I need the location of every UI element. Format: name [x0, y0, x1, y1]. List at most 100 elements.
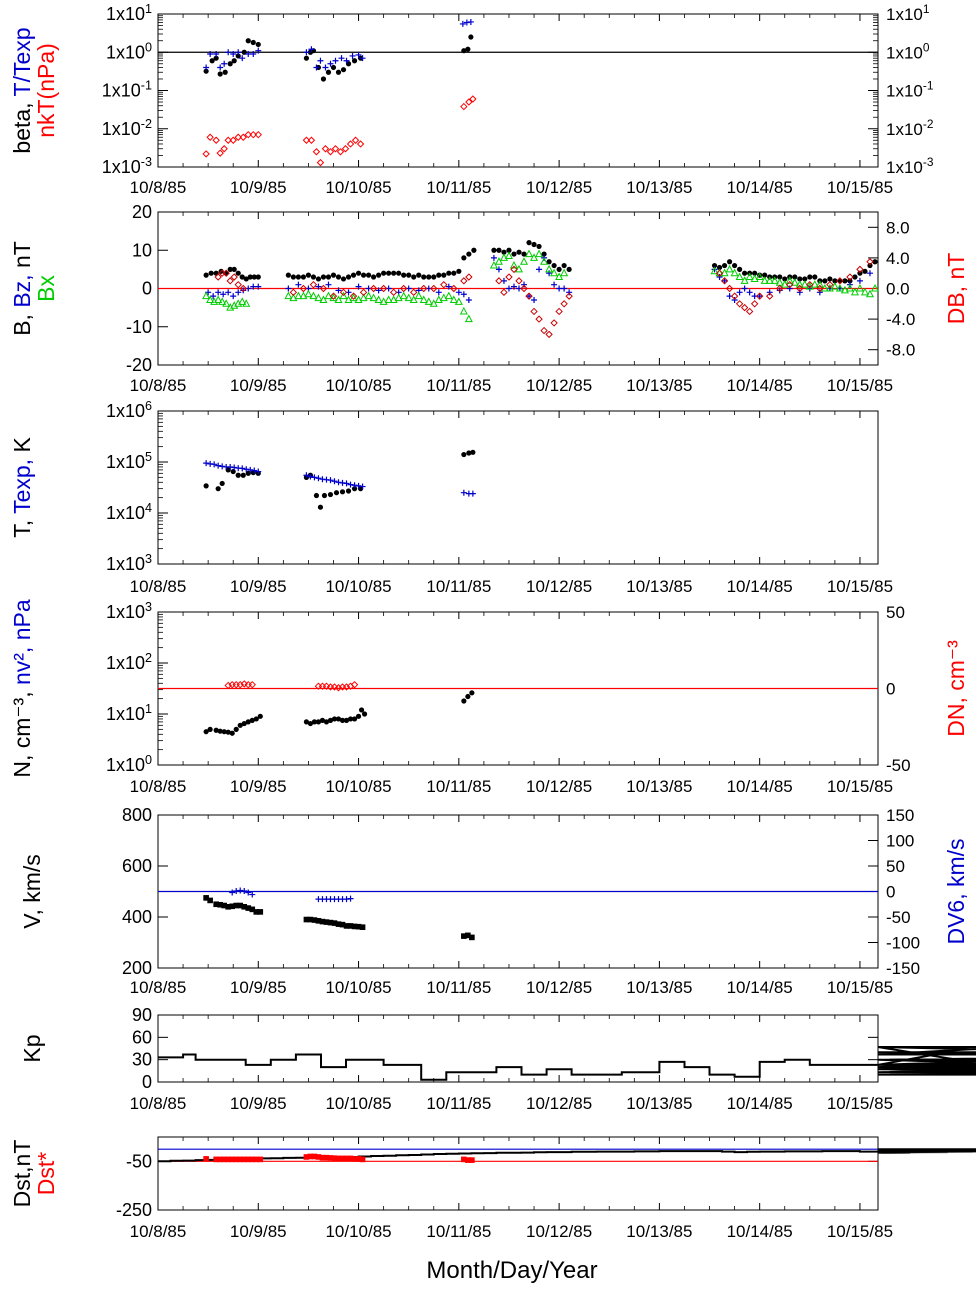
data-point [752, 270, 758, 276]
data-point [327, 717, 334, 723]
data-point [351, 58, 358, 64]
data-point [347, 923, 354, 929]
data-point [213, 270, 219, 276]
data-point [465, 693, 471, 700]
data-point [255, 283, 262, 290]
data-point [807, 274, 813, 280]
data-point [233, 902, 240, 909]
y-axis-label: beta, T/Texp [9, 27, 35, 153]
x-tick-label: 10/8/85 [130, 978, 187, 997]
data-point [389, 295, 398, 303]
data-point [740, 276, 749, 284]
data-point [327, 1155, 334, 1161]
x-tick-label: 10/10/85 [325, 577, 391, 596]
y-tick-label-right: 0 [886, 680, 895, 699]
data-point [203, 1156, 209, 1162]
data-point [317, 57, 324, 64]
data-point [303, 49, 310, 56]
data-point [566, 289, 573, 296]
data-point [536, 243, 542, 250]
data-point [319, 717, 326, 723]
data-point [750, 300, 759, 308]
data-point [782, 276, 788, 282]
x-tick-label: 10/8/85 [130, 1094, 187, 1113]
data-point [827, 276, 833, 282]
data-point [471, 247, 477, 253]
x-tick-label: 10/14/85 [727, 376, 793, 395]
y-tick-label: 1x102 [106, 651, 152, 673]
data-point [250, 283, 257, 290]
data-point [222, 269, 230, 277]
data-point [456, 268, 462, 274]
data-point [309, 291, 318, 300]
data-point [239, 133, 247, 141]
data-point [870, 283, 880, 292]
data-point [325, 281, 332, 288]
data-point [355, 51, 362, 58]
data-point [374, 295, 383, 303]
data-point [329, 292, 338, 300]
y-tick-label-right: 150 [886, 806, 914, 825]
y-tick-label-right: 50 [886, 857, 905, 876]
data-point [217, 64, 224, 71]
data-point [795, 280, 804, 288]
data-point [740, 303, 749, 312]
data-point [358, 707, 365, 713]
data-point [469, 690, 475, 696]
y-tick-label-right: 8.0 [886, 218, 910, 237]
x-tick-label: 10/11/85 [426, 577, 491, 596]
data-point [213, 51, 220, 58]
data-point [302, 136, 311, 144]
data-point [510, 265, 518, 274]
data-point [311, 1153, 318, 1160]
x-tick-label: 10/15/85 [827, 777, 893, 796]
data-point [381, 270, 387, 276]
x-tick-label: 10/14/85 [727, 1094, 793, 1113]
data-point [222, 299, 231, 307]
x-tick-label: 10/9/85 [230, 376, 287, 395]
data-point [530, 307, 538, 316]
data-point [245, 38, 251, 44]
data-point [370, 274, 377, 280]
data-point [224, 136, 232, 144]
data-point [226, 277, 234, 285]
x-tick-label: 10/9/85 [230, 777, 287, 796]
x-tick-label: 10/15/85 [827, 1094, 893, 1113]
x-tick-label: 10/13/85 [626, 577, 692, 596]
x-tick-label: 10/10/85 [325, 1222, 391, 1241]
data-point [343, 717, 350, 723]
data-point [511, 251, 517, 257]
panel-velocity: 10/8/85 10/9/85 10/10/85 10/11/85 10/12/85 10… [19, 805, 969, 997]
series-0 [203, 449, 476, 510]
data-point [505, 273, 513, 281]
x-tick-label: 10/15/85 [827, 577, 893, 596]
data-point [235, 472, 241, 478]
data-point [221, 60, 228, 67]
data-point [333, 490, 340, 496]
data-point [225, 467, 231, 473]
data-point [441, 272, 447, 278]
data-point [399, 291, 408, 300]
y-tick-label-right: 50 [886, 603, 905, 622]
data-point [436, 272, 442, 278]
data-point [285, 285, 292, 292]
data-point [765, 276, 774, 284]
data-point [359, 483, 366, 490]
data-point [309, 280, 318, 289]
y-tick-label-right: -50 [886, 908, 911, 927]
data-point [343, 57, 350, 64]
data-point [846, 273, 854, 281]
data-point [203, 483, 209, 489]
series-0 [203, 240, 878, 284]
data-point [361, 711, 368, 717]
data-point [235, 49, 242, 56]
data-point [284, 291, 293, 300]
data-point [303, 472, 310, 479]
data-point [229, 730, 235, 736]
data-point [866, 270, 873, 277]
plot-frame [157, 410, 879, 565]
data-point [303, 1154, 310, 1160]
x-tick-label: 10/11/85 [426, 1094, 491, 1113]
data-point [311, 917, 318, 923]
data-point [541, 251, 547, 257]
